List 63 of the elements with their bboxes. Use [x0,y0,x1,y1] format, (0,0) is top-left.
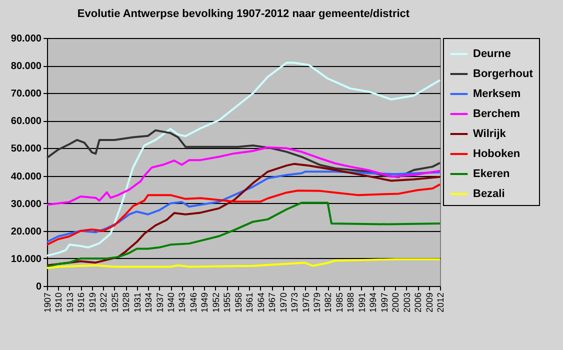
x-tick-label: 1943 [177,292,188,313]
y-tick-label: 30.000 [10,198,42,210]
x-tick-label: 1916 [76,292,86,313]
x-tick-label: 1952 [210,292,221,313]
y-tick-label: 50.000 [10,144,42,155]
legend-label: Hoboken [473,148,520,160]
x-tick-label: 1970 [278,292,288,313]
x-tick-label: 1964 [256,292,266,313]
line-series [46,183,441,246]
y-tick-label: 20.000 [10,226,42,238]
chart-title: Evolutie Antwerpse bevolking 1907-2012 naar gemeente/district [77,8,410,20]
line-series [46,62,441,257]
y-tick-label: 70.000 [10,88,42,100]
x-tick-label: 1973 [290,292,300,313]
x-tick-label: 1997 [379,292,390,313]
x-tick-label: 2009 [424,292,434,313]
y-tick-label: 10.000 [10,254,42,265]
line-series [46,129,441,178]
x-tick-label: 1955 [222,292,232,313]
legend-label: Wilrijk [473,128,507,140]
x-tick-label: 1922 [98,292,109,313]
y-tick-label: 40.000 [10,171,42,182]
line-series [46,258,441,270]
x-tick-label: 2012 [436,292,446,313]
line-series [46,162,441,266]
legend-label: Borgerhout [473,68,534,80]
line-series [46,146,441,206]
x-tick-label: 1934 [144,292,154,313]
y-tick-label: 60.000 [10,116,42,128]
line-series [46,170,441,243]
legend-label: Berchem [473,108,520,120]
line-series [46,202,441,268]
x-tick-label: 1931 [132,292,142,313]
legend-label: Ekeren [473,168,510,180]
x-tick-label: 1976 [300,292,311,313]
x-tick-label: 1979 [312,292,322,313]
x-tick-label: 1937 [154,292,165,313]
x-tick-label: 1994 [368,292,378,313]
y-tick-label: 90.000 [10,34,42,44]
x-tick-label: 2000 [390,292,401,313]
x-tick-label: 1985 [334,292,344,313]
x-tick-label: 1967 [267,292,278,313]
legend-label: Deurne [473,48,511,60]
x-tick-label: 2003 [402,292,412,313]
legend-label: Merksem [473,88,521,100]
x-tick-label: 1925 [110,292,120,313]
x-tick-label: 1988 [346,292,356,313]
x-tick-label: 1940 [166,292,176,313]
x-tick-label: 1961 [244,292,255,313]
legend-label: Bezali [473,188,505,200]
x-tick-label: 1958 [233,292,244,313]
x-tick-label: 1907 [42,292,52,313]
y-tick-label: 0 [36,282,42,292]
x-tick-label: 1949 [200,292,210,313]
x-tick-label: 1913 [64,292,75,313]
x-tick-label: 1946 [188,292,198,313]
x-tick-label: 1928 [121,292,132,313]
x-tick-label: 1910 [54,292,64,313]
x-tick-label: 1919 [87,292,98,313]
x-tick-label: 1982 [323,292,334,313]
x-tick-label: 1991 [356,292,367,313]
x-tick-label: 2006 [413,292,424,313]
y-tick-label: 80.000 [10,61,42,72]
